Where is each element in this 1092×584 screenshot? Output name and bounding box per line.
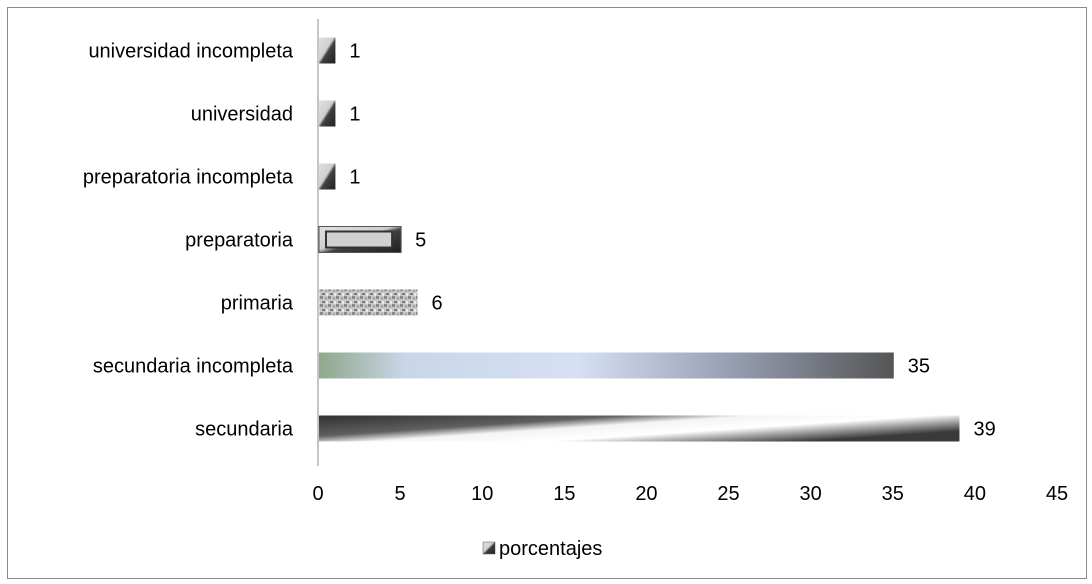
data-label: 39 [973, 419, 995, 441]
x-tick-label: 30 [800, 483, 822, 505]
data-label: 1 [349, 167, 360, 189]
x-tick-label: 35 [882, 483, 904, 505]
bar-inner-frame [325, 230, 394, 249]
bar [319, 163, 336, 190]
category-label: universidad [191, 104, 293, 126]
data-label: 5 [415, 230, 426, 252]
category-label: secundaria [195, 419, 294, 441]
category-label: secundaria incompleta [93, 356, 294, 378]
x-tick-label: 45 [1046, 483, 1068, 505]
category-label: universidad incompleta [88, 41, 293, 63]
legend-swatch [482, 541, 496, 555]
x-tick-label: 15 [553, 483, 575, 505]
x-tick-label: 5 [395, 483, 406, 505]
bar [319, 37, 336, 64]
data-label: 1 [349, 104, 360, 126]
x-tick-label: 0 [312, 483, 323, 505]
category-label: primaria [221, 293, 294, 315]
data-label: 1 [349, 41, 360, 63]
x-tick-label: 25 [717, 483, 739, 505]
legend-label: porcentajes [499, 538, 602, 560]
data-label: 35 [908, 356, 930, 378]
bar [319, 100, 336, 127]
data-label: 6 [432, 293, 443, 315]
x-tick-label: 40 [964, 483, 986, 505]
x-tick-label: 10 [471, 483, 493, 505]
bar [319, 415, 960, 442]
category-label: preparatoria incompleta [83, 167, 294, 189]
category-label: preparatoria [185, 230, 294, 252]
x-tick-label: 20 [635, 483, 657, 505]
bar [319, 289, 418, 316]
chart-frame [7, 7, 1087, 579]
bar [319, 352, 894, 379]
